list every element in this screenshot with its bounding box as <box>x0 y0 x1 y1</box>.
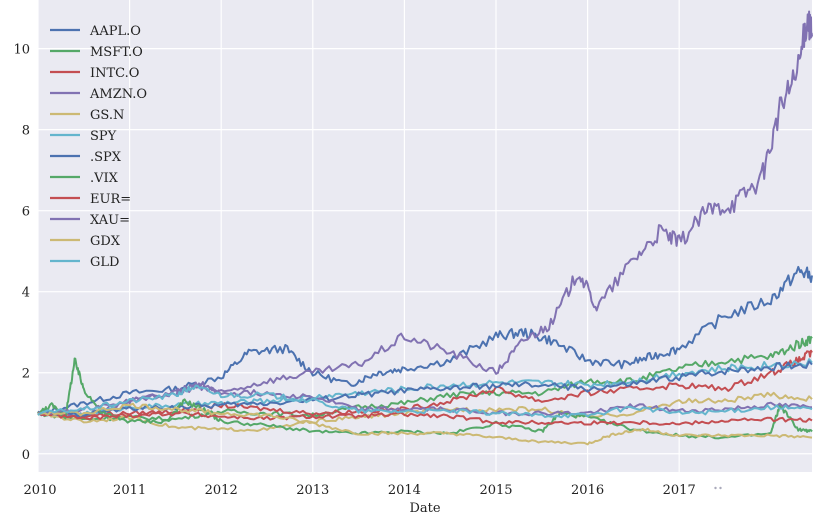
series-line-msft-o <box>37 335 813 422</box>
x-tick-label: 2014 <box>388 483 421 498</box>
series-line-aapl-o <box>38 265 813 414</box>
grid <box>37 0 812 472</box>
series-line-gld <box>37 384 813 419</box>
legend-label: SPY <box>90 129 117 144</box>
y-tick-label: 8 <box>22 124 30 139</box>
x-axis-title: Date <box>409 501 440 516</box>
y-tick-label: 2 <box>22 367 30 382</box>
series-line-eur <box>37 410 813 426</box>
x-tick-labels: 2010 2011 2012 2013 2014 2015 2016 2017 <box>23 483 695 498</box>
series-line-spy <box>37 358 813 417</box>
y-tick-label: 0 <box>22 448 30 463</box>
x-tick-label: 2012 <box>205 483 238 498</box>
x-tick-label: 2011 <box>113 483 146 498</box>
x-tick-label: 2015 <box>479 483 512 498</box>
x-tick-label: 2017 <box>663 483 696 498</box>
legend: AAPL.O MSFT.O INTC.O AMZN.O GS.N SPY .SPX .VIX E… <box>50 24 147 270</box>
legend-label: EUR= <box>90 192 131 207</box>
legend-label: GLD <box>90 255 119 270</box>
wechat-icon <box>710 482 733 500</box>
y-tick-label: 6 <box>22 205 30 220</box>
series-line-gdx <box>38 402 813 446</box>
legend-label: INTC.O <box>90 66 139 81</box>
legend-label: .VIX <box>90 171 119 186</box>
x-tick-label: 2013 <box>296 483 329 498</box>
y-tick-labels: 0 2 4 6 8 10 <box>13 43 30 463</box>
watermark: 逆享会 <box>710 482 786 501</box>
legend-label: GDX <box>90 234 121 249</box>
legend-label: .SPX <box>90 150 122 165</box>
series-line-amzn-o <box>37 10 813 418</box>
legend-label: XAU= <box>90 213 130 228</box>
watermark-text: 逆享会 <box>738 482 786 501</box>
legend-label: MSFT.O <box>90 45 143 60</box>
legend-label: GS.N <box>90 108 124 123</box>
legend-label: AMZN.O <box>89 87 147 102</box>
series-layer <box>37 10 813 446</box>
legend-label: AAPL.O <box>89 24 141 39</box>
y-tick-label: 10 <box>13 43 30 58</box>
x-tick-label: 2010 <box>23 483 56 498</box>
y-tick-label: 4 <box>22 286 30 301</box>
x-tick-label: 2016 <box>571 483 604 498</box>
